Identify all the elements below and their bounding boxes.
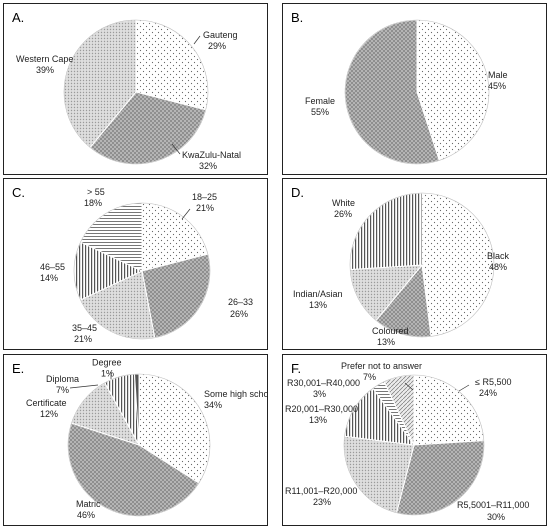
panel-letter: E.: [12, 361, 25, 376]
chart-panel-d: D. Black 48% Coloured 13% Indian/Asian 1…: [282, 178, 547, 350]
slice-label: > 55: [87, 187, 105, 197]
slice-value-label: 29%: [208, 41, 226, 51]
slice-value-label: 45%: [488, 81, 506, 91]
leader-line: [171, 143, 181, 155]
pie-svg: Male 45% Female 55%: [305, 19, 508, 165]
slice-value-label: 32%: [199, 161, 217, 171]
pie-slices: [343, 374, 485, 516]
leader-line: [193, 35, 201, 45]
panel-letter: F.: [291, 361, 302, 376]
slice-label: Prefer not to answer: [341, 361, 422, 371]
slice-label: 26–33: [228, 297, 253, 307]
slice-label: R11,001–R20,000: [285, 486, 357, 496]
slice-label: Female: [305, 96, 335, 106]
pie-outline: [67, 373, 211, 517]
slice-value-label: 7%: [363, 372, 376, 382]
slice-value-label: 55%: [311, 107, 329, 117]
panel-letter: B.: [291, 10, 304, 25]
chart-panel-f: F. ≤ R5,500 24% R5,5001–R11,000 30% R11,…: [282, 354, 547, 526]
slice-label: Diploma: [46, 374, 79, 384]
slice-label: Coloured: [372, 326, 409, 336]
pie-svg: Some high school, no matric 34% Matric 4…: [26, 357, 268, 520]
slice-label: R20,001–R30,000: [285, 404, 358, 414]
slice-label: Degree: [92, 357, 122, 367]
slice-value-label: 1%: [101, 368, 114, 378]
slice-label: Indian/Asian: [293, 289, 343, 299]
pie-outline: [349, 192, 495, 338]
slice-label: R5,5001–R11,000: [457, 500, 529, 510]
pie-slice: [413, 374, 485, 446]
leader-line: [181, 208, 191, 220]
slice-label: KwaZulu-Natal: [182, 150, 241, 160]
slice-label: Gauteng: [203, 30, 238, 40]
pie-slices: [63, 19, 209, 165]
slice-label: 18–25: [192, 192, 217, 202]
slice-value-label: 21%: [74, 334, 92, 344]
pie-svg: 18–25 21% 26–33 26% 35–45 21% 46–55 14% …: [40, 187, 253, 344]
pie-slices: [344, 19, 490, 165]
slice-value-label: 13%: [377, 337, 395, 347]
slice-value-label: 39%: [36, 65, 54, 75]
pie-slice: [349, 192, 423, 271]
slice-value-label: 7%: [56, 385, 69, 395]
slice-label: ≤ R5,500: [475, 377, 511, 387]
slice-label: 46–55: [40, 262, 65, 272]
leader-line: [458, 384, 470, 392]
panel-letter: A.: [12, 10, 25, 25]
slice-label: Some high school, no matric: [204, 389, 268, 399]
pie-slice: [421, 192, 495, 337]
slice-value-label: 26%: [230, 309, 248, 319]
slice-label: Black: [487, 251, 510, 261]
slice-value-label: 46%: [77, 510, 95, 520]
slice-label: R30,001–R40,000: [287, 378, 360, 388]
chart-panel-a: A. Gauteng 29% KwaZulu-Natal 32% Western…: [3, 3, 268, 175]
chart-panel-e: E. Some high school, no matric 34% Matri…: [3, 354, 268, 526]
slice-value-label: 30%: [487, 512, 505, 522]
slice-value-label: 13%: [309, 300, 327, 310]
slice-label: Western Cape: [16, 54, 73, 64]
slice-value-label: 3%: [313, 389, 326, 399]
slice-label: Matric: [76, 499, 101, 509]
slice-value-label: 24%: [479, 388, 497, 398]
pie-svg: Black 48% Coloured 13% Indian/Asian 13% …: [293, 192, 510, 347]
leader-line: [69, 384, 99, 389]
pie-outline: [344, 19, 490, 165]
slice-label: Certificate: [26, 398, 67, 408]
leader-line: [404, 382, 414, 391]
slice-label: White: [332, 198, 355, 208]
slice-value-label: 48%: [489, 262, 507, 272]
pie-slices: [73, 202, 211, 340]
slice-value-label: 18%: [84, 198, 102, 208]
slice-label: 35–45: [72, 323, 97, 333]
slice-value-label: 26%: [334, 209, 352, 219]
pie-outline: [343, 374, 485, 516]
pie-slices: [349, 192, 495, 338]
pie-slices: [67, 373, 211, 517]
panel-letter: D.: [291, 185, 304, 200]
pie-svg: ≤ R5,500 24% R5,5001–R11,000 30% R11,001…: [285, 361, 529, 522]
pie-outline: [63, 19, 209, 165]
pie-svg: Gauteng 29% KwaZulu-Natal 32% Western Ca…: [16, 19, 241, 171]
slice-value-label: 12%: [40, 409, 58, 419]
slice-value-label: 34%: [204, 400, 222, 410]
chart-panel-c: C. 18–25 21% 26–33 26% 35–45 21% 46–55 1…: [3, 178, 268, 350]
chart-panel-b: B. Male 45% Female 55%: [282, 3, 547, 175]
slice-label: Male: [488, 70, 508, 80]
pie-outline: [73, 202, 211, 340]
slice-value-label: 23%: [313, 497, 331, 507]
slice-value-label: 14%: [40, 273, 58, 283]
panel-letter: C.: [12, 185, 25, 200]
slice-value-label: 21%: [196, 203, 214, 213]
slice-value-label: 13%: [309, 415, 327, 425]
